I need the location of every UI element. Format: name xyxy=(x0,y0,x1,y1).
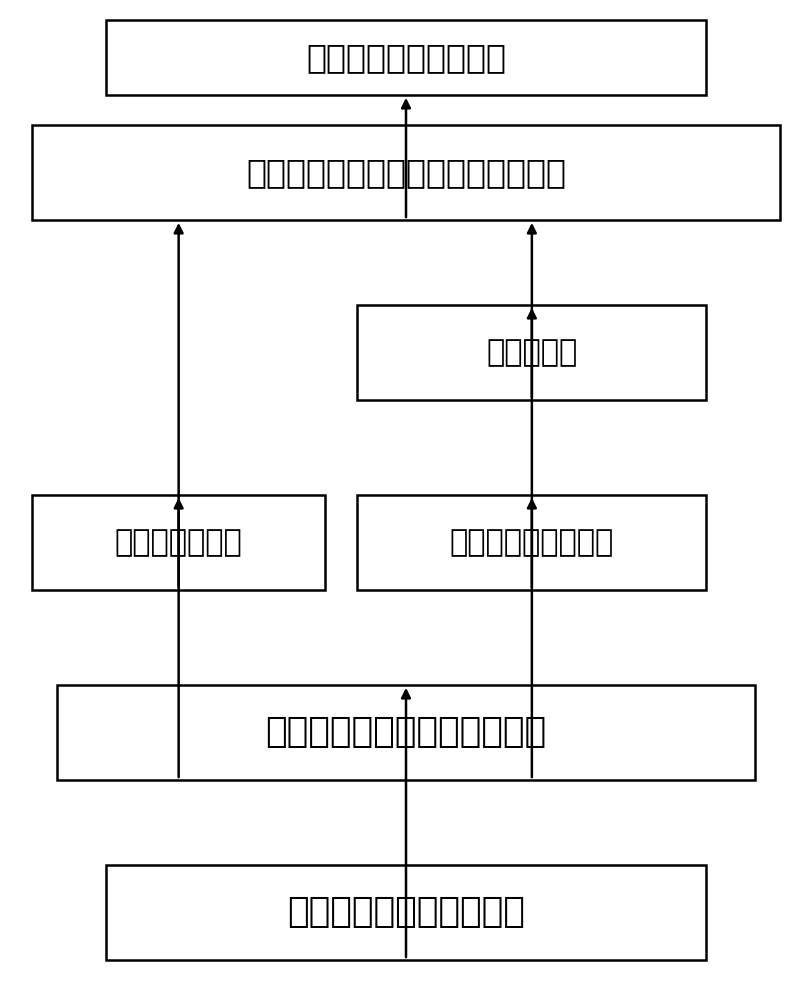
Bar xyxy=(105,865,706,960)
Text: 构造截面内力平衡方程并求解: 构造截面内力平衡方程并求解 xyxy=(265,716,546,750)
Bar xyxy=(32,495,324,590)
Bar xyxy=(105,20,706,95)
Bar xyxy=(57,685,754,780)
Bar xyxy=(32,125,779,220)
Text: 计算上层梁和拉索内力: 计算上层梁和拉索内力 xyxy=(306,41,505,74)
Bar xyxy=(357,305,706,400)
Text: 计算外力功: 计算外力功 xyxy=(486,338,577,367)
Text: 根据实功原理求解拉索内力水平分量: 根据实功原理求解拉索内力水平分量 xyxy=(246,156,565,189)
Bar xyxy=(357,495,706,590)
Text: 计算弦支梁整体截面内力: 计算弦支梁整体截面内力 xyxy=(287,896,524,930)
Text: 计算上层梁挠度曲线: 计算上层梁挠度曲线 xyxy=(449,528,613,557)
Text: 计算结构应变能: 计算结构应变能 xyxy=(114,528,242,557)
